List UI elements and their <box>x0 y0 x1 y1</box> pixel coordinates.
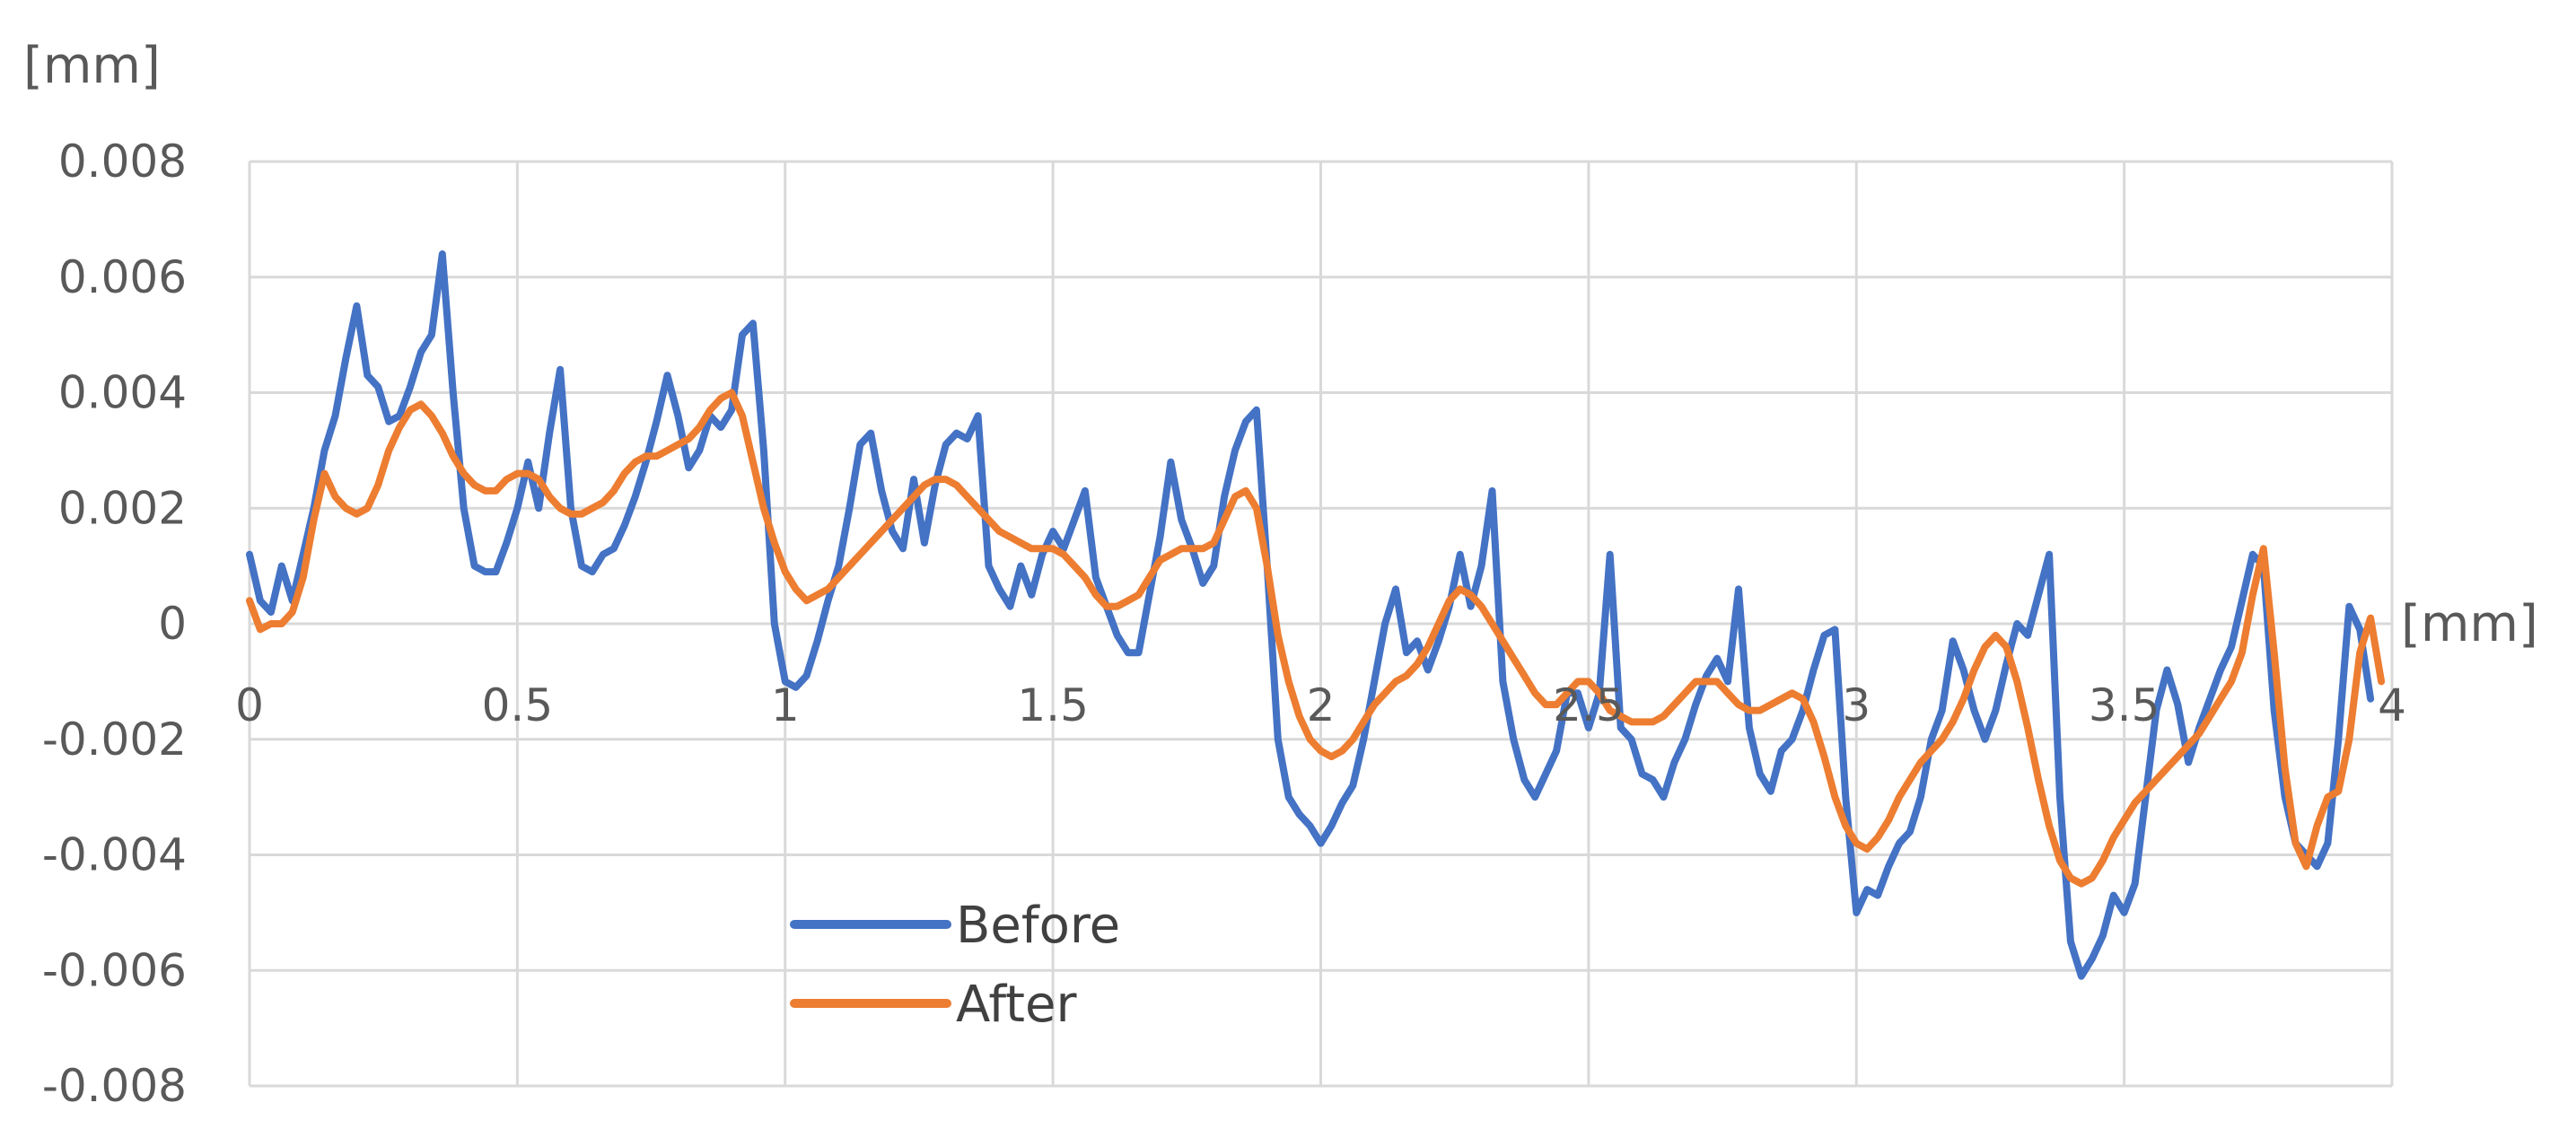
gridlines <box>248 160 2394 1088</box>
y-tick-label: -0.004 <box>42 829 187 881</box>
x-tick-label: 0 <box>235 679 264 731</box>
x-tick-label: 1 <box>771 679 800 731</box>
x-tick-label: 2 <box>1307 679 1336 731</box>
x-axis-unit-label: [mm] <box>2401 595 2538 653</box>
y-tick-label: 0.004 <box>58 367 187 419</box>
legend: Before After <box>790 897 1120 1034</box>
x-tick-label: 2.5 <box>1553 679 1625 731</box>
x-tick-label: 3 <box>1842 679 1871 731</box>
y-tick-labels: 0.008 0.006 0.004 0.002 0 -0.002 -0.004 -0.006 -… <box>42 136 187 1112</box>
y-tick-label: 0 <box>158 598 187 650</box>
y-tick-label: -0.006 <box>42 944 187 996</box>
y-tick-label: -0.002 <box>42 713 187 766</box>
series-line-before <box>246 250 2375 980</box>
y-tick-label: -0.008 <box>42 1060 187 1112</box>
y-tick-label: 0.008 <box>58 136 187 188</box>
x-tick-label: 3.5 <box>2089 679 2160 731</box>
legend-label-after: After <box>956 976 1077 1034</box>
x-tick-label: 1.5 <box>1017 679 1089 731</box>
x-tick-label: 4 <box>2378 679 2406 731</box>
series-lines <box>246 250 2386 980</box>
x-tick-labels: 0 0.5 1 1.5 2 2.5 3 3.5 4 <box>235 679 2406 731</box>
y-tick-label: 0.002 <box>58 482 187 534</box>
y-tick-label: 0.006 <box>58 251 187 303</box>
y-axis-unit-label: [mm] <box>23 37 161 95</box>
series-line-after <box>246 389 2386 888</box>
x-tick-label: 0.5 <box>482 679 554 731</box>
legend-label-before: Before <box>956 897 1120 955</box>
